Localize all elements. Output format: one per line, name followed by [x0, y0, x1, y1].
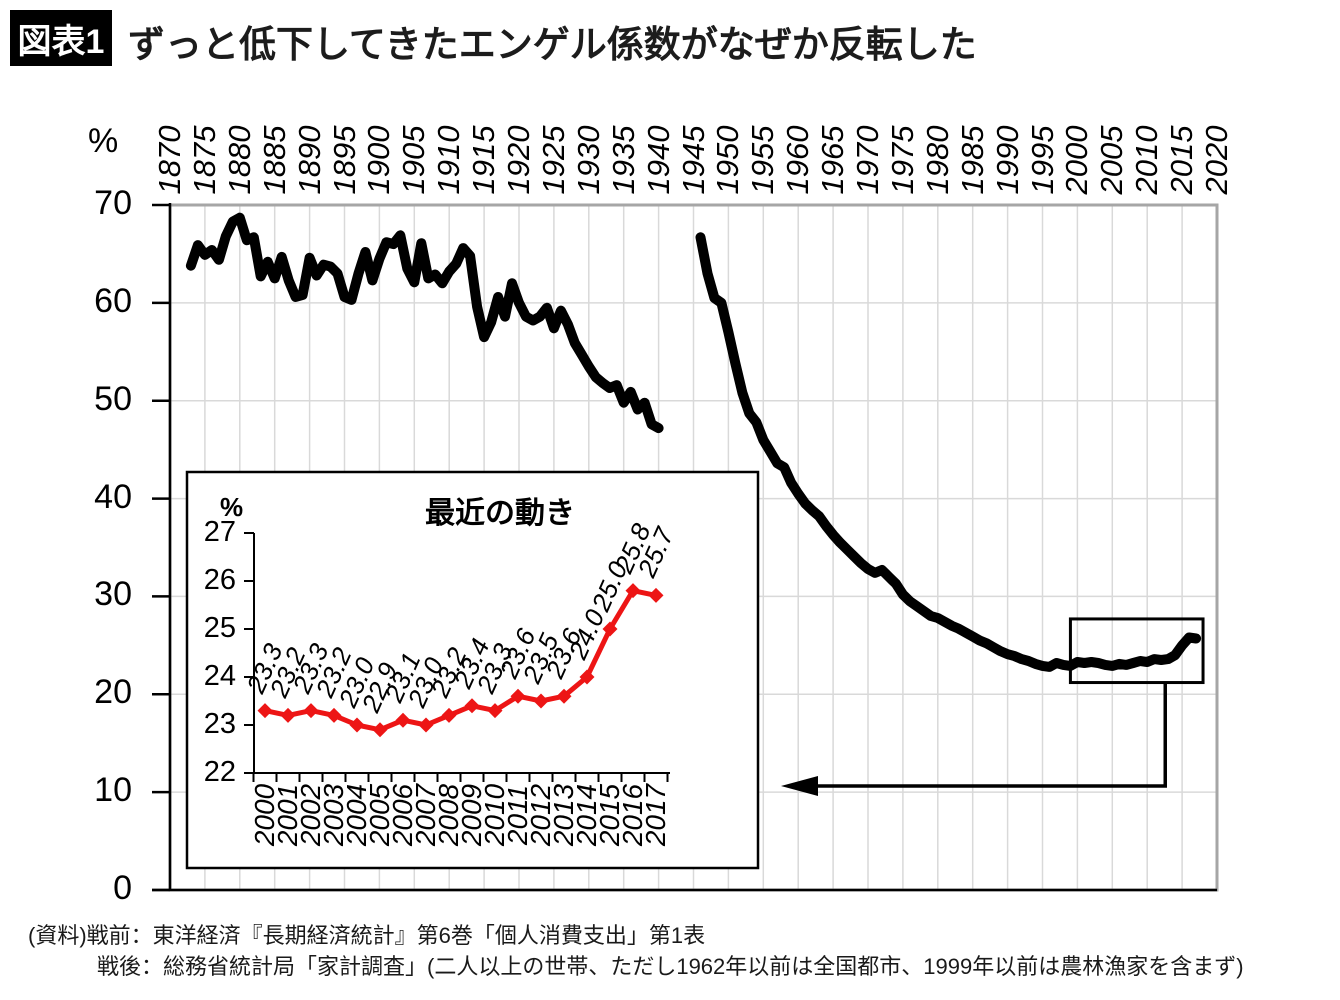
- inset-marker: [372, 722, 388, 738]
- inset-marker: [257, 703, 273, 719]
- inset-marker: [418, 717, 434, 733]
- main-y-tick-label: 70: [94, 184, 132, 222]
- inset-marker: [487, 703, 503, 719]
- main-y-tick-label: 60: [94, 281, 132, 320]
- inset-title: 最近の動き: [425, 497, 575, 530]
- postwar-line: [695, 232, 1202, 672]
- main-y-tick-label: 0: [113, 869, 132, 907]
- inset-y-tick-label: 22: [203, 756, 236, 788]
- inset-marker: [648, 587, 664, 603]
- main-y-tick-label: 20: [94, 673, 132, 712]
- inset-marker: [280, 707, 296, 723]
- inset-marker: [533, 693, 549, 709]
- highlight-box: [1068, 617, 1205, 685]
- main-y-tick-label: 40: [94, 477, 132, 516]
- page-title: ずっと低下してきたエンゲル係数がなぜか反転した: [128, 24, 977, 65]
- inset-marker: [349, 717, 365, 733]
- inset-marker: [464, 698, 480, 714]
- main-y-tick-label: 50: [94, 379, 132, 418]
- inset-y-tick-label: 25: [203, 612, 236, 644]
- prewar-line: [185, 212, 664, 434]
- inset-marker: [303, 703, 319, 719]
- inset-marker: [602, 621, 618, 637]
- main-y-tick-label: 30: [94, 575, 132, 614]
- inset-y-tick-label: 23: [203, 708, 236, 740]
- inset-marker: [579, 669, 595, 685]
- inset-y-tick-label: 26: [203, 564, 236, 596]
- main-y-tick-label: 10: [94, 771, 132, 810]
- inset-marker: [326, 707, 342, 723]
- source-note: (資料)戦前：東洋経済『長期経済統計』第6巻「個人消費支出」第1表 戦後：総務省…: [0, 920, 1244, 982]
- inset-marker: [625, 583, 641, 599]
- source-line-postwar: 戦後：総務省統計局「家計調査」(二人以上の世帯、ただし1962年以前は全国都市、…: [97, 954, 1244, 979]
- inset-y-tick-label: 27: [203, 516, 236, 548]
- source-line-prewar: (資料)戦前：東洋経済『長期経済統計』第6巻「個人消費支出」第1表: [28, 923, 706, 948]
- inset-box: [185, 470, 760, 870]
- arrowhead-icon: [781, 776, 818, 796]
- inset-marker: [556, 688, 572, 704]
- inset-marker: [510, 688, 526, 704]
- main-x-tick-label: 2020: [1199, 125, 1234, 195]
- inset-y-axis-unit: %: [220, 492, 244, 522]
- figure-badge: 図表1: [10, 10, 112, 66]
- inset-x-tick-label: 2017: [640, 783, 671, 847]
- inset-y-tick-label: 24: [203, 660, 236, 692]
- inset-marker: [441, 707, 457, 723]
- arrow-to-inset: [817, 683, 1167, 788]
- inset-marker: [395, 712, 411, 728]
- main-y-axis-unit: %: [88, 122, 119, 160]
